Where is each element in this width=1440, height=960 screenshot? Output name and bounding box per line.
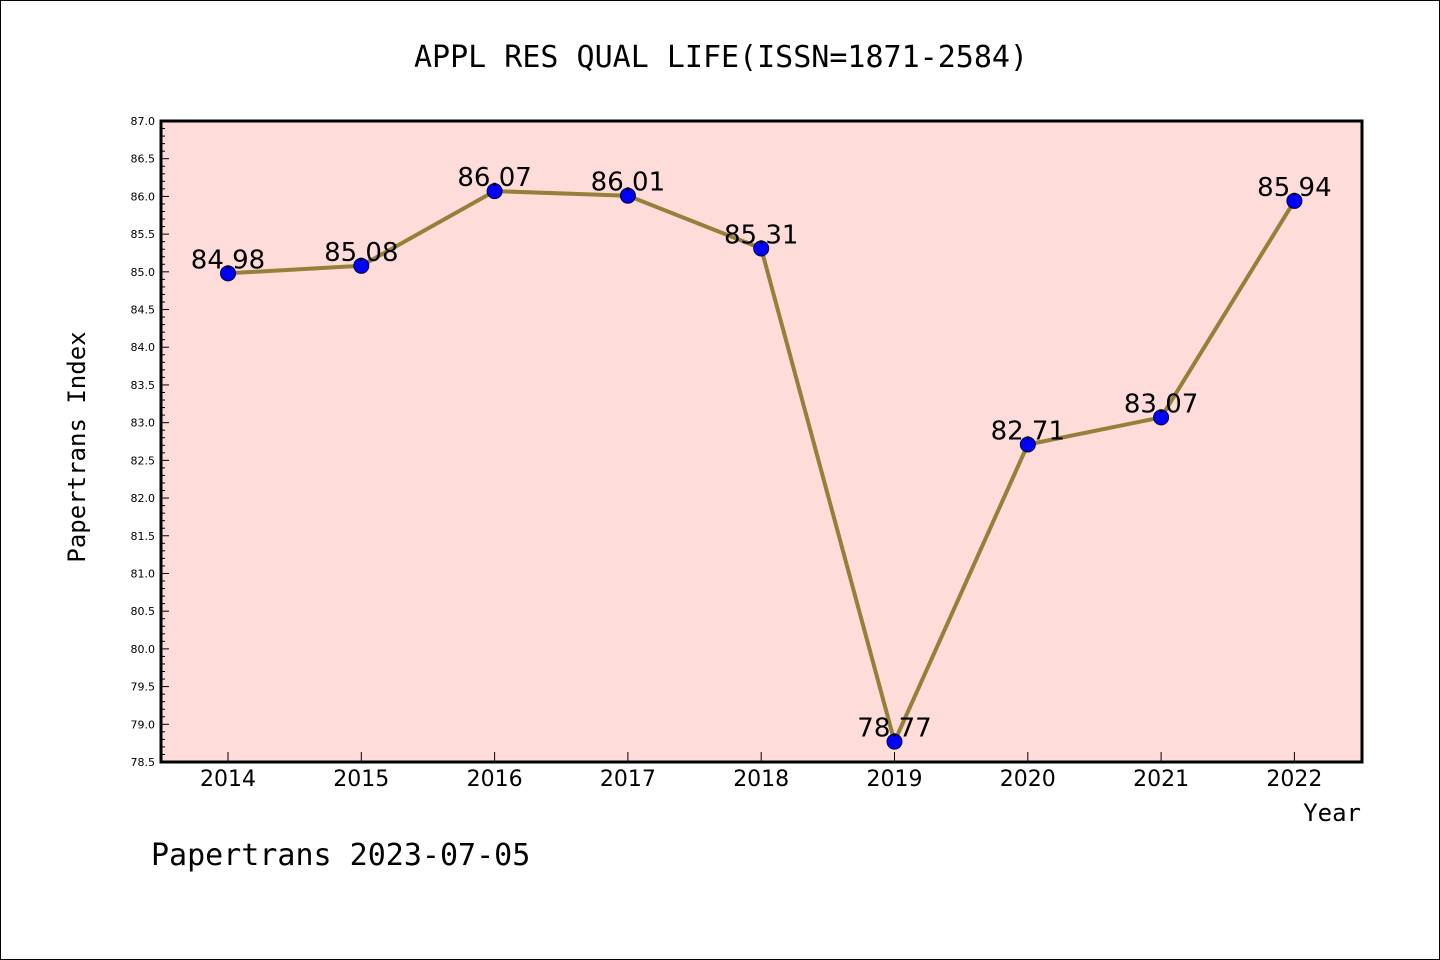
y-tick-label: 86.0 [131, 190, 156, 203]
data-point [886, 733, 903, 750]
data-point [486, 183, 503, 200]
data-point [220, 265, 236, 282]
data-label: 86.01 [591, 168, 665, 198]
x-tick-label: 2018 [733, 767, 789, 792]
y-tick-label: 82.0 [131, 492, 156, 505]
data-point [353, 257, 370, 274]
x-axis-label: Year [1303, 799, 1361, 827]
y-tick-label: 84.5 [131, 304, 156, 317]
y-tick-label: 82.5 [131, 454, 156, 467]
y-tick-label: 85.5 [131, 228, 156, 241]
y-axis-label: Papertrans Index [63, 331, 91, 562]
y-tick-label: 78.5 [131, 756, 156, 769]
y-tick-label: 79.5 [131, 681, 156, 694]
x-axis: 2014 2015 2016 2017 2018 2019 2020 2021 2022 [200, 752, 1322, 792]
data-label: 85.08 [324, 238, 398, 268]
data-labels: 84.98 85.08 86.07 86.01 85.31 78.77 82.71 83.07… [191, 163, 1332, 744]
x-tick-label: 2015 [333, 767, 389, 792]
plot-frame [159, 119, 1364, 764]
x-tick-label: 2022 [1266, 767, 1322, 792]
y-tick-label: 83.5 [131, 379, 156, 392]
y-tick-label: 80.5 [131, 605, 156, 618]
x-tick-label: 2014 [200, 767, 256, 792]
data-label: 84.98 [191, 245, 265, 275]
y-tick-label: 79.0 [131, 718, 156, 731]
y-tick-label: 83.0 [131, 417, 156, 430]
x-tick-label: 2021 [1133, 767, 1189, 792]
footer-credit: Papertrans 2023-07-05 [151, 838, 530, 873]
y-tick-label: 85.0 [131, 266, 156, 279]
x-tick-label: 2019 [867, 767, 923, 792]
y-tick-label: 80.0 [131, 643, 156, 656]
data-point [1286, 192, 1303, 209]
series-markers [220, 183, 1303, 750]
y-tick-label: 86.5 [131, 153, 156, 166]
x-tick-label: 2020 [1000, 767, 1056, 792]
data-point [619, 187, 636, 204]
y-tick-label: 84.0 [131, 341, 156, 354]
data-label: 82.71 [991, 417, 1065, 447]
data-label: 85.31 [724, 220, 798, 250]
y-tick-label: 81.5 [131, 530, 156, 543]
plot-area [161, 121, 1362, 762]
y-tick-label: 81.0 [131, 567, 156, 580]
data-label: 83.07 [1124, 389, 1198, 419]
data-point [1019, 436, 1036, 453]
data-label: 78.77 [857, 714, 931, 744]
y-axis: 78.5 79.0 79.5 80.0 80.5 81.0 81.5 82.0 82.5 83.0… [131, 115, 169, 769]
chart-title: APPL RES QUAL LIFE(ISSN=1871-2584) [414, 40, 1028, 75]
data-point [1153, 409, 1170, 426]
data-label: 86.07 [457, 163, 531, 193]
x-tick-label: 2017 [600, 767, 656, 792]
x-tick-label: 2016 [467, 767, 523, 792]
data-point [753, 240, 770, 257]
data-label: 85.94 [1257, 173, 1331, 203]
y-tick-label: 87.0 [131, 115, 156, 128]
